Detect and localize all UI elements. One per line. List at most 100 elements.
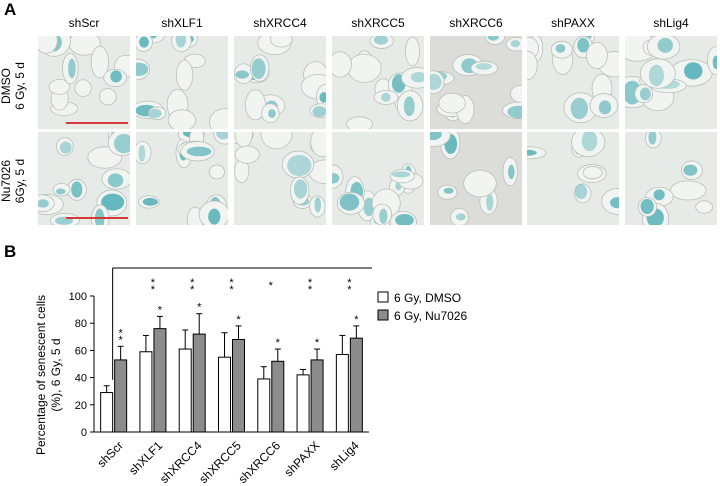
bar-shxrcc6-dmso: [257, 378, 271, 433]
comparison-marker: *: [190, 277, 195, 289]
beta-gal-stain: [430, 132, 442, 141]
cell-outline: [586, 41, 608, 69]
micrograph-shxrcc4-dmso: [234, 36, 326, 129]
cell-outline: [582, 166, 603, 180]
column-label-shpaxx: shPAXX: [551, 16, 595, 30]
cell-outline: [373, 90, 399, 105]
cell-outline: [510, 85, 522, 103]
y-tick-label: 60: [75, 345, 87, 357]
beta-gal-stain: [55, 188, 66, 195]
cell-outline: [695, 200, 713, 214]
micrograph-shxrcc4-nu7026: [234, 132, 326, 225]
bar-shscr-dmso: [100, 392, 114, 433]
micrograph-shscr-nu7026: [38, 132, 130, 225]
beta-gal-stain: [208, 208, 221, 225]
cell-outline: [369, 36, 394, 49]
beta-gal-stain: [71, 181, 83, 198]
cell-outline: [669, 180, 707, 201]
micrograph-shpaxx-dmso: [527, 36, 619, 129]
significance-marker: *: [315, 337, 320, 349]
bar-shxrcc5-nu7026: [232, 339, 245, 433]
beta-gal-stain: [510, 40, 521, 48]
bar-shlig4-nu7026: [349, 337, 363, 433]
cell-outline: [56, 137, 74, 156]
cell-outline: [639, 58, 676, 89]
beta-gal-stain: [475, 63, 492, 70]
cell-outline: [90, 45, 109, 79]
x-tick-label: shXRCC6: [235, 438, 283, 486]
beta-gal-stain: [610, 197, 619, 209]
beta-gal-stain: [507, 105, 522, 119]
beta-gal-stain: [235, 70, 249, 79]
bar-shxrcc4-dmso: [178, 348, 192, 433]
cell-outline: [234, 145, 260, 164]
panel-b-letter: B: [4, 242, 17, 261]
bar-shlig4-dmso: [335, 353, 349, 433]
comparison-marker: *: [229, 277, 234, 289]
beta-gal-stain: [648, 132, 657, 145]
cell-outline: [389, 168, 415, 184]
beta-gal-stain: [107, 173, 124, 188]
bar-shxlf1-dmso: [139, 351, 153, 433]
y-axis-label: (%), 6 Gy, 5 d: [49, 338, 63, 411]
cell-outline: [438, 92, 466, 114]
cell-outline: [208, 164, 225, 180]
cell-outline: [332, 51, 352, 78]
beta-gal-stain: [640, 198, 654, 215]
beta-gal-stain: [216, 132, 228, 140]
cell-outline: [310, 132, 326, 158]
beta-gal-stain: [373, 36, 389, 45]
cell-outline: [99, 88, 117, 106]
significance-marker: *: [276, 337, 281, 349]
cell-outline: [289, 176, 310, 205]
beta-gal-stain: [136, 62, 149, 76]
micrograph-shpaxx-nu7026: [527, 132, 619, 225]
beta-gal-stain: [287, 154, 312, 177]
cell-outline: [270, 36, 293, 48]
beta-gal-stain: [319, 92, 326, 103]
comparison-marker: *: [151, 284, 156, 296]
cell-outline: [74, 79, 92, 97]
beta-gal-stain: [527, 149, 537, 156]
column-label-shlig4: shLig4: [653, 16, 689, 30]
beta-gal-stain: [186, 146, 212, 157]
comparison-marker: *: [151, 277, 156, 289]
significance-marker: *: [197, 302, 202, 314]
comparison-marker: *: [308, 277, 313, 289]
column-label-shxrcc5: shXRCC5: [351, 16, 405, 30]
cell-outline: [148, 106, 167, 121]
beta-gal-stain: [94, 208, 105, 225]
bar-shscr-nu7026: [114, 359, 128, 433]
beta-gal-stain: [332, 173, 340, 184]
beta-gal-stain: [251, 58, 266, 79]
cell-outline: [527, 50, 538, 81]
beta-gal-stain: [575, 184, 588, 200]
bar-shxlf1-nu7026: [153, 328, 167, 433]
beta-gal-stain: [577, 37, 590, 53]
micrograph-shxrcc6-dmso: [430, 36, 522, 129]
y-tick-label: 20: [75, 400, 87, 412]
cell-outline: [260, 132, 293, 150]
cell-outline: [244, 89, 266, 121]
legend-swatch: [377, 309, 389, 321]
micrograph-shscr-dmso: [38, 36, 130, 129]
beta-gal-stain: [712, 55, 717, 70]
beta-gal-stain: [293, 179, 308, 199]
beta-gal-stain: [139, 36, 149, 48]
micrograph-shlig4-dmso: [625, 36, 717, 129]
significance-marker: *: [158, 304, 163, 316]
panel-a-letter: A: [4, 0, 17, 19]
significance-marker: *: [236, 314, 241, 326]
beta-gal-stain: [487, 36, 499, 41]
beta-gal-stain: [175, 36, 186, 48]
cell-outline: [430, 70, 445, 95]
beta-gal-stain: [381, 92, 391, 102]
beta-gal-stain: [430, 73, 442, 91]
x-tick-label: shXLF1: [126, 438, 165, 477]
beta-gal-stain: [268, 109, 276, 118]
beta-gal-stain: [391, 171, 411, 178]
significance-marker: *: [119, 327, 124, 339]
x-tick-label: shPAXX: [282, 438, 323, 479]
beta-gal-stain: [395, 213, 414, 225]
